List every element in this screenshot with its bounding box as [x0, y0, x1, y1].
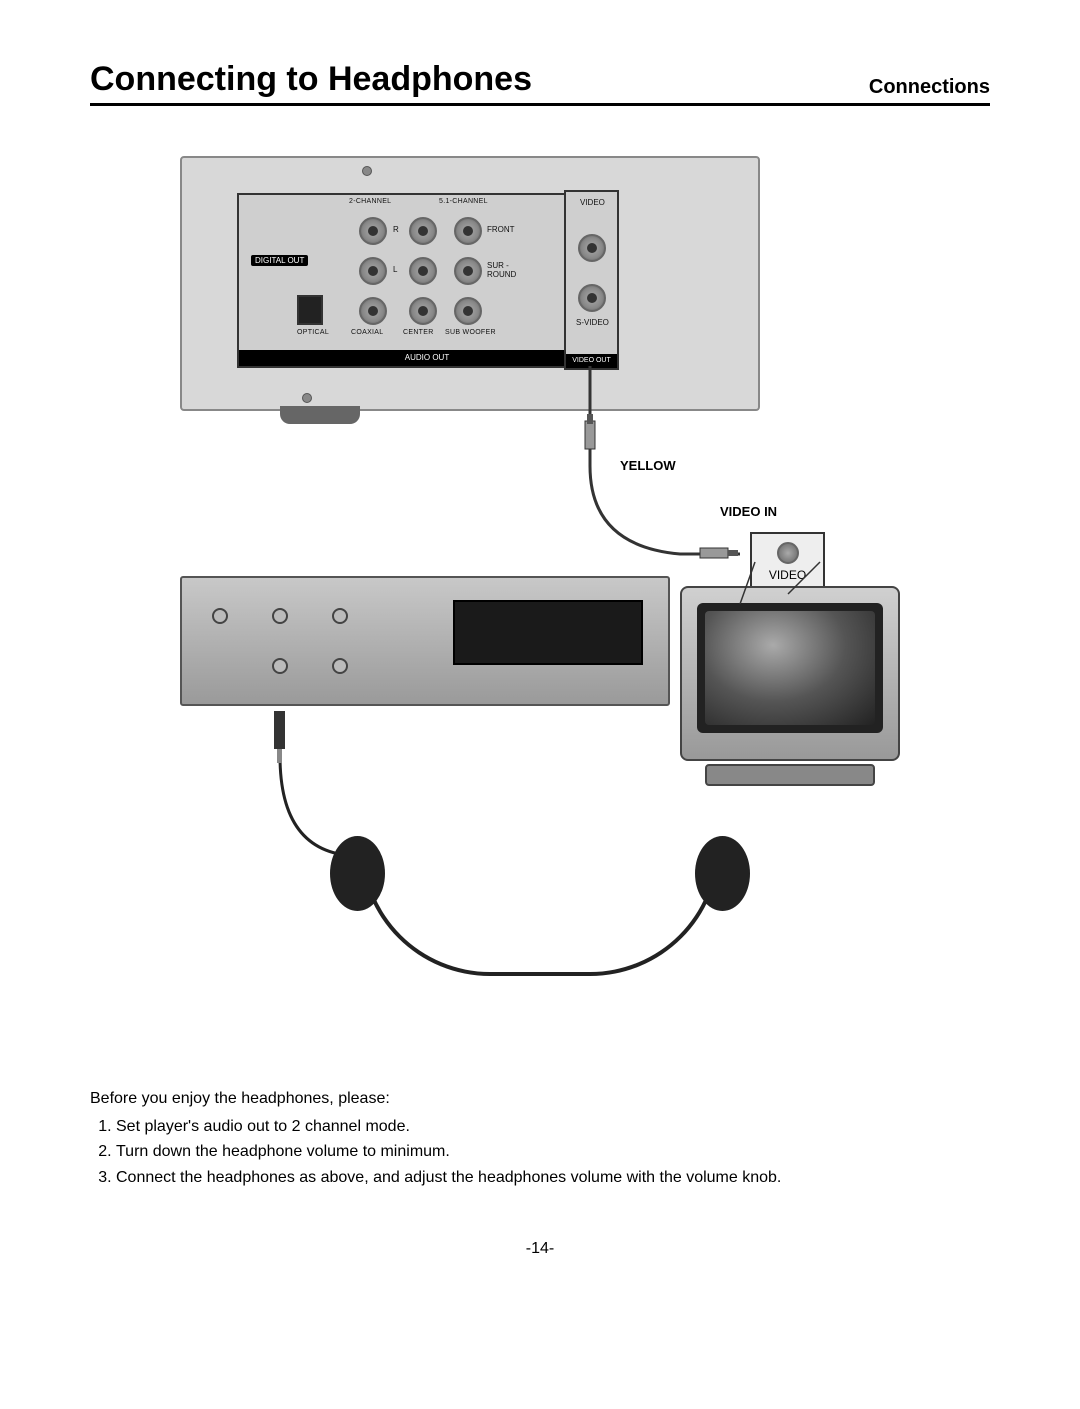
video-jack: [578, 234, 606, 262]
tv-monitor: [680, 586, 900, 786]
video-in-jack: [777, 542, 799, 564]
headphone-jack: [272, 658, 288, 674]
tv-stand: [705, 764, 875, 786]
rca-jack: [454, 217, 482, 245]
volume-knob: [332, 658, 348, 674]
audio-panel: 2-CHANNEL 5.1-CHANNEL DIGITAL OUT R L FR…: [237, 193, 617, 368]
video-in-label: VIDEO IN: [720, 504, 777, 519]
optical-label: OPTICAL: [297, 329, 329, 336]
headphone-band: [360, 846, 720, 976]
digital-out-label: DIGITAL OUT: [251, 255, 308, 266]
player-display: [453, 600, 643, 665]
player-button: [332, 608, 348, 624]
video-out-bar: VIDEO OUT: [566, 354, 617, 368]
yellow-cable-label: YELLOW: [620, 458, 676, 473]
video-in-text: VIDEO: [752, 568, 823, 582]
manual-page: Connecting to Headphones Connections 2-C…: [0, 0, 1080, 1298]
instruction-intro: Before you enjoy the headphones, please:: [90, 1086, 990, 1112]
two-channel-label: 2-CHANNEL: [349, 198, 391, 205]
coaxial-label: COAXIAL: [351, 329, 383, 336]
surround-label: SUR - ROUND: [487, 261, 517, 279]
device-back-panel: 2-CHANNEL 5.1-CHANNEL DIGITAL OUT R L FR…: [180, 156, 760, 411]
earcup-left: [330, 836, 385, 911]
svideo-jack: [578, 284, 606, 312]
optical-port: [297, 295, 323, 325]
screw-icon: [302, 393, 312, 403]
rca-jack: [359, 217, 387, 245]
r-label: R: [393, 225, 399, 234]
page-title: Connecting to Headphones: [90, 60, 532, 99]
rca-jack: [359, 257, 387, 285]
instruction-step: Connect the headphones as above, and adj…: [116, 1165, 990, 1191]
dvd-player-front: [180, 576, 670, 706]
page-header: Connecting to Headphones Connections: [90, 60, 990, 106]
screw-icon: [362, 166, 372, 176]
tv-video-in-closeup: VIDEO: [750, 532, 825, 592]
instruction-block: Before you enjoy the headphones, please:…: [90, 1086, 990, 1190]
tv-body: [680, 586, 900, 761]
page-number: -14-: [90, 1240, 990, 1258]
headphones: [330, 836, 750, 1036]
l-label: L: [393, 265, 397, 274]
rca-jack: [409, 297, 437, 325]
connection-diagram: 2-CHANNEL 5.1-CHANNEL DIGITAL OUT R L FR…: [180, 156, 900, 1046]
instruction-step: Turn down the headphone volume to minimu…: [116, 1139, 990, 1165]
player-button: [212, 608, 228, 624]
subwoofer-label: SUB WOOFER: [445, 329, 496, 336]
rca-jack: [359, 297, 387, 325]
panel-foot: [280, 406, 360, 424]
rca-jack: [409, 257, 437, 285]
rca-jack: [409, 217, 437, 245]
instruction-step: Set player's audio out to 2 channel mode…: [116, 1114, 990, 1140]
section-label: Connections: [869, 76, 990, 99]
rca-jack: [454, 297, 482, 325]
earcup-right: [695, 836, 750, 911]
svideo-label: S-VIDEO: [576, 318, 609, 327]
five-one-channel-label: 5.1-CHANNEL: [439, 198, 488, 205]
center-label: CENTER: [403, 329, 434, 336]
front-label: FRONT: [487, 225, 515, 234]
rca-jack: [454, 257, 482, 285]
tv-screen: [697, 603, 883, 733]
video-label: VIDEO: [580, 198, 605, 207]
audio-out-bar: AUDIO OUT: [239, 350, 615, 366]
video-out-panel: VIDEO S-VIDEO VIDEO OUT: [564, 190, 619, 370]
player-button: [272, 608, 288, 624]
instruction-list: Set player's audio out to 2 channel mode…: [90, 1114, 990, 1191]
